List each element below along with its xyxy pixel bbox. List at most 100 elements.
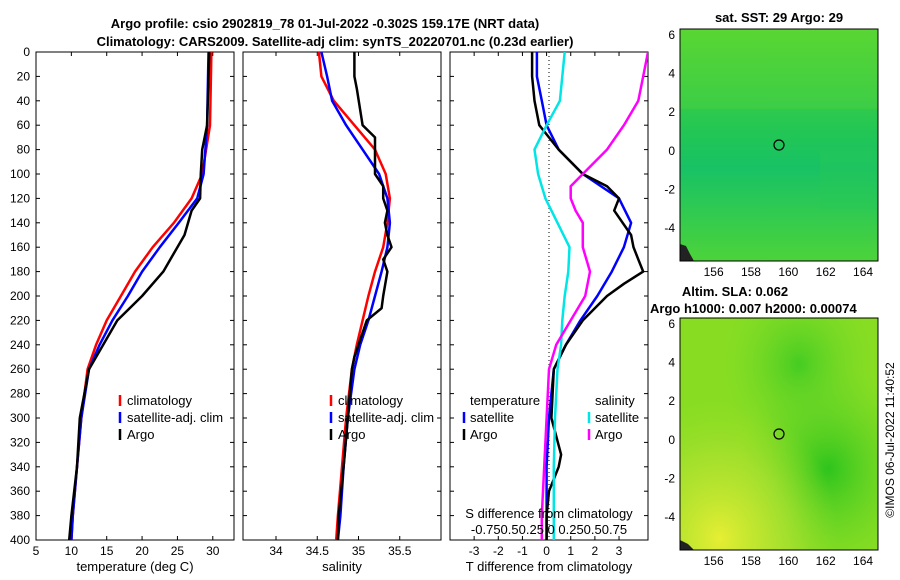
x-tick-label: 0 [543, 544, 550, 558]
map-x-tick-label: 156 [704, 554, 724, 568]
figure-title-line1: Argo profile: csio 2902819_78 01-Jul-202… [111, 16, 539, 31]
x-tick-label: -2 [493, 544, 504, 558]
y-tick-label: 320 [10, 435, 30, 449]
x-tick-label: 35.5 [388, 544, 412, 558]
legend-satellite: satellite-adj. clim [127, 410, 223, 425]
map-x-tick-label: 158 [741, 265, 761, 279]
x-tick-label: 10 [65, 544, 79, 558]
map-y-tick-label: -4 [664, 510, 675, 524]
sla-map [679, 317, 879, 551]
y-tick-label: 40 [17, 94, 31, 108]
map-y-tick-label: 0 [668, 144, 675, 158]
map-y-tick-label: 2 [668, 105, 675, 119]
map-x-tick-label: 160 [778, 265, 798, 279]
sla-map-title-line2: Argo h1000: 0.007 h2000: 0.00074 [650, 301, 857, 316]
imos-watermark: ©IMOS 06-Jul-2022 11:40:52 [883, 362, 897, 518]
map-x-tick-label: 156 [704, 265, 724, 279]
map-y-tick-label: 4 [668, 66, 675, 80]
map-y-tick-label: 2 [668, 394, 675, 408]
legend-argo: Argo [338, 427, 365, 442]
y-tick-label: 240 [10, 338, 30, 352]
map-x-tick-label: 158 [741, 554, 761, 568]
salinity-xlabel: salinity [322, 559, 362, 574]
series-line-satellite-adj-clim [70, 52, 210, 540]
map-y-tick-label: -2 [664, 182, 675, 196]
x-tick-label: 1 [567, 544, 574, 558]
legend-t-argo: Argo [470, 427, 497, 442]
legend-satellite: satellite-adj. clim [338, 410, 434, 425]
y-tick-label: 60 [17, 118, 31, 132]
x-tick-label: 3 [616, 544, 623, 558]
y-tick-label: 80 [17, 143, 31, 157]
x-tick-label: 5 [33, 544, 40, 558]
temperature-panel-frame [35, 51, 235, 541]
y-tick-label: 20 [17, 69, 31, 83]
y-tick-label: 160 [10, 240, 30, 254]
argo-position-marker [773, 139, 785, 151]
y-tick-label: 180 [10, 265, 30, 279]
y-tick-label: 340 [10, 460, 30, 474]
x-tick-label: 2 [592, 544, 599, 558]
series-line-argo [336, 52, 393, 540]
y-tick-label: 280 [10, 387, 30, 401]
sla-map-title-line1: Altim. SLA: 0.062 [682, 284, 788, 299]
s-axis-title: S difference from climatology [465, 506, 633, 521]
legend-climatology: climatology [338, 393, 404, 408]
x-tick-label: 34 [269, 544, 283, 558]
series-line-t-argo [530, 52, 645, 540]
y-tick-label: 360 [10, 484, 30, 498]
legend-salinity-heading: salinity [595, 393, 635, 408]
series-line-t-satellite [535, 52, 633, 540]
legend-temperature-heading: temperature [470, 393, 540, 408]
y-tick-label: 100 [10, 167, 30, 181]
y-tick-label: 380 [10, 509, 30, 523]
map-x-tick-label: 162 [816, 265, 836, 279]
map-x-tick-label: 164 [853, 554, 873, 568]
series-line-argo [67, 52, 211, 540]
difference-xlabel: T difference from climatology [466, 559, 633, 574]
series-line-s-argo [540, 52, 648, 540]
legend-s-satellite: satellite [595, 410, 639, 425]
difference-legend: temperature salinity satellite Argo sate… [462, 393, 639, 442]
temperature-xlabel: temperature (deg C) [76, 559, 193, 574]
series-line-s-satellite [533, 52, 571, 540]
legend-climatology: climatology [127, 393, 193, 408]
x-tick-label: 34.5 [306, 544, 330, 558]
y-tick-label: 220 [10, 313, 30, 327]
map-y-tick-label: 4 [668, 355, 675, 369]
map-y-tick-label: -2 [664, 471, 675, 485]
map-y-tick-label: 0 [668, 433, 675, 447]
salinity-legend: climatology satellite-adj. clim Argo [329, 393, 434, 442]
x-tick-label: 30 [206, 544, 220, 558]
map-x-tick-label: 160 [778, 554, 798, 568]
y-tick-label: 140 [10, 216, 30, 230]
legend-argo: Argo [127, 427, 154, 442]
figure-title-line2: Climatology: CARS2009. Satellite-adj cli… [97, 34, 574, 49]
y-tick-label: 400 [10, 533, 30, 547]
y-tick-label: 300 [10, 411, 30, 425]
x-tick-label: -3 [469, 544, 480, 558]
x-tick-label: 20 [135, 544, 149, 558]
x-tick-label: -1 [517, 544, 528, 558]
temperature-legend: climatology satellite-adj. clim Argo [118, 393, 223, 442]
map-x-tick-label: 164 [853, 265, 873, 279]
y-tick-label: 200 [10, 289, 30, 303]
legend-t-satellite: satellite [470, 410, 514, 425]
x-tick-label: 25 [171, 544, 185, 558]
sst-map-title: sat. SST: 29 Argo: 29 [715, 10, 843, 25]
y-tick-label: 260 [10, 362, 30, 376]
y-tick-label: 0 [23, 45, 30, 59]
map-y-tick-label: 6 [668, 317, 675, 331]
legend-s-argo: Argo [595, 427, 622, 442]
x-tick-label: 35 [352, 544, 366, 558]
argo-position-marker [773, 428, 785, 440]
x-tick-label: 15 [100, 544, 114, 558]
y-tick-label: 120 [10, 191, 30, 205]
map-y-tick-label: -4 [664, 221, 675, 235]
sst-map [679, 28, 879, 262]
s-axis-ticks: -0.750.50.25 0 0.250.50.75 [471, 522, 627, 537]
map-y-tick-label: 6 [668, 28, 675, 42]
series-line-climatology [317, 52, 392, 540]
map-x-tick-label: 162 [816, 554, 836, 568]
